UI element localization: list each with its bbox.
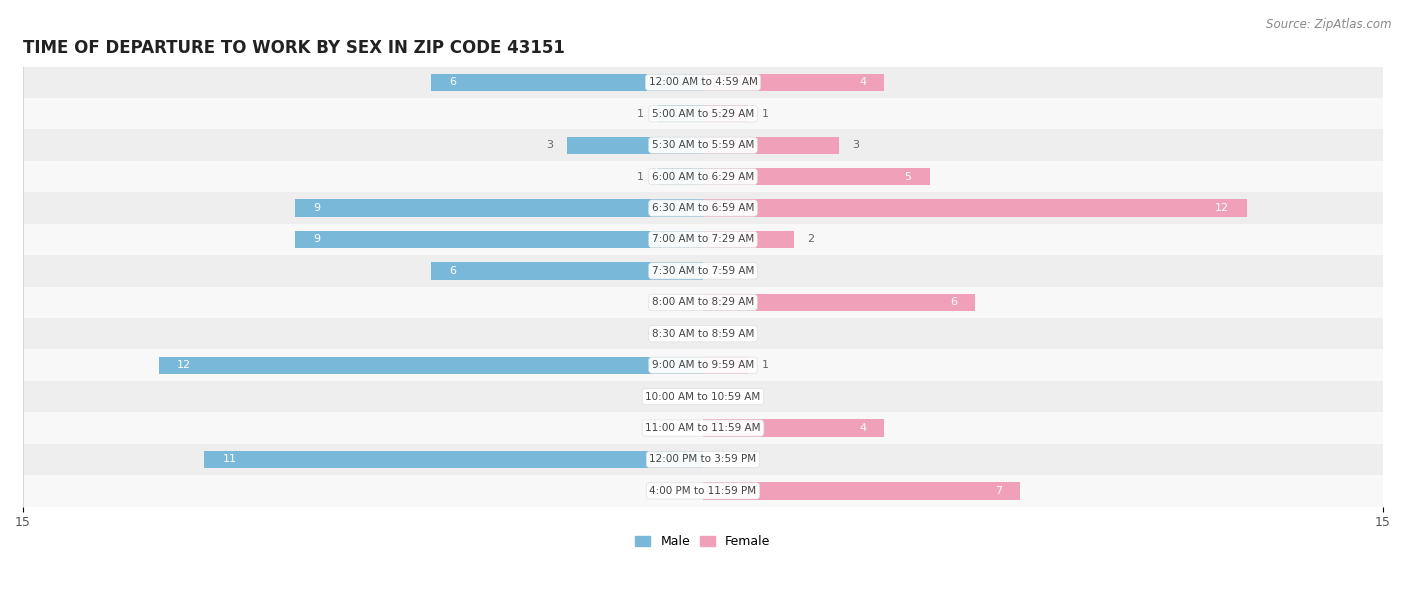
Bar <box>703 105 748 122</box>
Bar <box>22 129 1384 161</box>
Bar <box>295 200 703 217</box>
Bar <box>703 356 748 374</box>
Text: 5:30 AM to 5:59 AM: 5:30 AM to 5:59 AM <box>652 140 754 150</box>
Bar <box>22 381 1384 412</box>
Bar <box>22 287 1384 318</box>
Text: 0: 0 <box>682 486 689 496</box>
Bar <box>22 475 1384 507</box>
Bar <box>22 161 1384 192</box>
Text: 12:00 PM to 3:59 PM: 12:00 PM to 3:59 PM <box>650 454 756 465</box>
Bar <box>159 356 703 374</box>
Bar <box>703 74 884 91</box>
Text: 11: 11 <box>222 454 236 465</box>
Text: 1: 1 <box>762 109 769 119</box>
Bar <box>703 168 929 185</box>
Text: 6: 6 <box>449 266 456 276</box>
Text: 1: 1 <box>637 109 644 119</box>
Text: 6:30 AM to 6:59 AM: 6:30 AM to 6:59 AM <box>652 203 754 213</box>
Text: 10:00 AM to 10:59 AM: 10:00 AM to 10:59 AM <box>645 391 761 402</box>
Text: 4: 4 <box>859 423 866 433</box>
Bar <box>22 444 1384 475</box>
Bar <box>658 168 703 185</box>
Text: 12: 12 <box>177 360 191 370</box>
Text: 1: 1 <box>762 360 769 370</box>
Text: 7:30 AM to 7:59 AM: 7:30 AM to 7:59 AM <box>652 266 754 276</box>
Text: 7: 7 <box>995 486 1002 496</box>
Text: 5: 5 <box>904 172 911 182</box>
Text: 9: 9 <box>314 235 321 245</box>
Text: 2: 2 <box>807 235 814 245</box>
Text: 8:00 AM to 8:29 AM: 8:00 AM to 8:29 AM <box>652 298 754 307</box>
Bar <box>22 67 1384 98</box>
Text: 3: 3 <box>852 140 859 150</box>
Text: 0: 0 <box>717 328 724 339</box>
Text: 9:00 AM to 9:59 AM: 9:00 AM to 9:59 AM <box>652 360 754 370</box>
Bar <box>703 137 839 154</box>
Text: 6:00 AM to 6:29 AM: 6:00 AM to 6:29 AM <box>652 172 754 182</box>
Bar <box>703 419 884 437</box>
Text: 0: 0 <box>717 391 724 402</box>
Bar <box>703 231 793 248</box>
Text: 6: 6 <box>950 298 957 307</box>
Bar <box>22 224 1384 255</box>
Bar <box>432 263 703 280</box>
Text: 0: 0 <box>682 391 689 402</box>
Bar <box>295 231 703 248</box>
Bar <box>703 482 1021 500</box>
Bar <box>22 412 1384 444</box>
Text: TIME OF DEPARTURE TO WORK BY SEX IN ZIP CODE 43151: TIME OF DEPARTURE TO WORK BY SEX IN ZIP … <box>22 39 565 57</box>
Text: 0: 0 <box>717 266 724 276</box>
Bar <box>22 349 1384 381</box>
Text: 9: 9 <box>314 203 321 213</box>
Text: 0: 0 <box>682 423 689 433</box>
Legend: Male, Female: Male, Female <box>630 530 776 553</box>
Text: 3: 3 <box>547 140 554 150</box>
Bar <box>204 451 703 468</box>
Text: 7:00 AM to 7:29 AM: 7:00 AM to 7:29 AM <box>652 235 754 245</box>
Bar <box>432 74 703 91</box>
Text: 5:00 AM to 5:29 AM: 5:00 AM to 5:29 AM <box>652 109 754 119</box>
Bar <box>22 318 1384 349</box>
Bar <box>22 255 1384 287</box>
Text: 12:00 AM to 4:59 AM: 12:00 AM to 4:59 AM <box>648 77 758 87</box>
Text: 4: 4 <box>859 77 866 87</box>
Text: 6: 6 <box>449 77 456 87</box>
Text: 0: 0 <box>717 454 724 465</box>
Bar <box>22 98 1384 129</box>
Bar <box>703 200 1247 217</box>
Text: Source: ZipAtlas.com: Source: ZipAtlas.com <box>1267 18 1392 31</box>
Text: 12: 12 <box>1215 203 1229 213</box>
Text: 8:30 AM to 8:59 AM: 8:30 AM to 8:59 AM <box>652 328 754 339</box>
Text: 1: 1 <box>637 172 644 182</box>
Bar <box>658 105 703 122</box>
Text: 4:00 PM to 11:59 PM: 4:00 PM to 11:59 PM <box>650 486 756 496</box>
Bar <box>22 192 1384 224</box>
Text: 0: 0 <box>682 328 689 339</box>
Text: 11:00 AM to 11:59 AM: 11:00 AM to 11:59 AM <box>645 423 761 433</box>
Bar <box>703 293 974 311</box>
Text: 0: 0 <box>682 298 689 307</box>
Bar <box>567 137 703 154</box>
